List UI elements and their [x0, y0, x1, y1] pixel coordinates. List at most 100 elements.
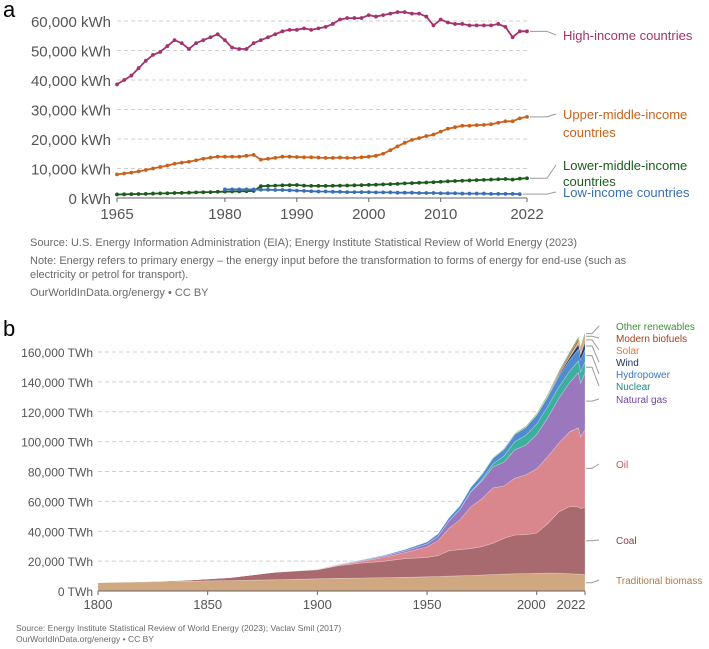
chart-a-series-high-income-countries-point	[424, 14, 429, 19]
chart-a-series-lower-middle-income-countries-point	[323, 184, 328, 188]
chart-a-series-upper-middle-income-countries-point	[402, 140, 407, 145]
chart-a-series-low-income-countries-point	[287, 188, 292, 193]
chart-a-series-upper-middle-income-countries-point	[237, 154, 242, 159]
chart-b-label-traditional-biomass: Traditional biomass	[616, 576, 702, 587]
chart-a-series-high-income-countries-point	[129, 73, 134, 78]
chart-a-series-high-income-countries-point	[496, 22, 501, 26]
chart-a-series-lower-middle-income-countries-point	[481, 177, 486, 182]
chart-a-series-lower-middle-income-countries-point	[143, 191, 148, 196]
chart-a-series-low-income-countries-point	[510, 191, 515, 196]
chart-a-series-upper-middle-income-countries-point	[222, 154, 227, 159]
chart-a-series-lower-middle-income-countries-point	[395, 181, 400, 186]
chart-b-label-coal-leader	[586, 539, 600, 542]
chart-a-series-upper-middle-income-countries-point	[215, 154, 220, 159]
chart-a-series-upper-middle-income-countries-point	[445, 126, 450, 131]
chart-a-series-lower-middle-income-countries-point	[489, 177, 493, 182]
chart-a-label-upper-middle-income-countries: Upper-middle-income	[563, 107, 687, 122]
chart-b-x-tick-label: 2022	[557, 597, 586, 612]
chart-a-series-high-income-countries-point	[417, 11, 422, 16]
chart-a-series-low-income-countries-point	[237, 187, 242, 192]
chart-a-series-upper-middle-income-countries-point	[460, 123, 465, 128]
chart-a-series-upper-middle-income-countries-point	[244, 153, 249, 158]
chart-a-label-low-income-countries: Low-income countries	[563, 185, 690, 200]
chart-a-series-lower-middle-income-countries-point	[280, 183, 285, 188]
chart-a-series-upper-middle-income-countries-point	[438, 129, 443, 134]
chart-a-series-upper-middle-income-countries-point	[251, 153, 256, 157]
chart-a-series-high-income-countries-point	[222, 38, 227, 43]
chart-b-y-tick-label: 100,000 TWh	[21, 436, 93, 450]
chart-a-x-tick-label: 1990	[280, 206, 313, 223]
chart-a-series-low-income-countries-point	[280, 188, 285, 192]
chart-a-x-tick-label: 1965	[100, 206, 133, 223]
chart-a-series-upper-middle-income-countries-point	[503, 119, 508, 124]
chart-a-series-high-income-countries-point	[302, 26, 306, 31]
chart-a-series-lower-middle-income-countries-point	[122, 192, 127, 197]
chart-a-series-high-income-countries-point	[179, 41, 184, 46]
chart-a-label-lower-middle-income-countries: Lower-middle-income	[563, 158, 687, 173]
chart-a-series-high-income-countries-point	[273, 32, 278, 37]
chart-a-label-lower-middle-income-countries-leader	[530, 164, 557, 179]
chart-a-energy-per-capita-by-income: 0 kWh 10,000 kWh 20,000 kWh 30,000 kWh 40,00…	[31, 10, 693, 223]
chart-a-series-upper-middle-income-countries-point	[395, 144, 400, 149]
chart-a-series-upper-middle-income-countries-point	[359, 155, 364, 160]
chart-a-series-low-income-countries-point	[467, 191, 472, 196]
chart-a-series-upper-middle-income-countries-point	[410, 137, 414, 142]
chart-b-x-tick-label: 1950	[413, 597, 442, 612]
chart-a-series-high-income-countries-point	[338, 17, 342, 22]
chart-a-x-tick-label: 2010	[424, 206, 457, 223]
chart-a-series-lower-middle-income-countries-point	[381, 182, 386, 187]
chart-a-series-upper-middle-income-countries-point	[280, 154, 285, 159]
chart-a-series-high-income-countries-point	[345, 16, 350, 20]
chart-a-label-high-income-countries: High-income countries	[563, 28, 693, 43]
chart-a-series-lower-middle-income-countries-point	[258, 184, 263, 189]
chart-b-x-tick-label: 1850	[193, 597, 222, 612]
chart-a-series-lower-middle-income-countries-point	[453, 179, 457, 183]
chart-a-series-high-income-countries-point	[489, 23, 493, 28]
chart-b-area-solar	[97, 337, 586, 583]
chart-b-credit-line: OurWorldInData.org/energy • CC BY	[16, 634, 154, 644]
chart-b-y-tick-label: 80,000 TWh	[28, 466, 93, 480]
chart-b-y-tick-label: 0 TWh	[58, 585, 93, 599]
chart-a-series-upper-middle-income-countries-point	[467, 123, 472, 128]
chart-a-series-low-income-countries-point	[258, 187, 263, 192]
chart-b-global-primary-energy-by-source: 0 TWh 20,000 TWh 40,000 TWh 60,000 TWh 80,00…	[21, 322, 702, 612]
chart-a-series-low-income-countries-point	[366, 190, 371, 195]
chart-a-series-low-income-countries-point	[316, 189, 321, 194]
chart-a-series-lower-middle-income-countries-point	[467, 178, 472, 183]
chart-a-series-upper-middle-income-countries-point	[496, 120, 501, 125]
chart-b-label-wind: Wind	[616, 358, 639, 369]
chart-a-note-line-2: electricity or petrol for transport).	[30, 269, 188, 281]
chart-a-series-low-income-countries-point	[417, 191, 422, 195]
chart-a-y-tick-label: 30,000 kWh	[31, 103, 111, 120]
chart-a-series-lower-middle-income-countries-point	[338, 183, 342, 188]
chart-a-series-high-income-countries-point	[453, 22, 457, 26]
chart-a-series-upper-middle-income-countries-point	[273, 155, 278, 160]
chart-a-series-lower-middle-income-countries-point	[287, 183, 292, 188]
chart-a-series-high-income-countries-point	[352, 16, 357, 20]
chart-b-y-tick-label: 160,000 TWh	[21, 346, 93, 360]
chart-a-series-upper-middle-income-countries-line	[116, 116, 528, 176]
chart-b-area-wind	[97, 342, 586, 583]
chart-a-label-lower-middle-income-countries: countries	[563, 174, 616, 189]
chart-a-series-lower-middle-income-countries-point	[510, 177, 515, 182]
chart-b-label-solar: Solar	[616, 346, 640, 357]
chart-a-source-notes: Source: U.S. Energy Information Administ…	[30, 237, 627, 299]
chart-a-series-upper-middle-income-countries-point	[302, 155, 306, 160]
chart-a-series-lower-middle-income-countries-point	[417, 180, 422, 185]
chart-a-series-high-income-countries-point	[244, 47, 249, 51]
chart-a-series-lower-middle-income-countries-point	[273, 183, 278, 188]
chart-a-series-upper-middle-income-countries-point	[388, 148, 393, 153]
chart-a-series-high-income-countries-point	[460, 22, 465, 26]
chart-a-series-high-income-countries-point	[431, 23, 436, 28]
chart-a-series-high-income-countries-point	[187, 47, 191, 51]
chart-b-x-tick-label: 1800	[84, 597, 113, 612]
chart-b-source-line: Source: Energy Institute Statistical Rev…	[16, 623, 341, 633]
chart-a-series-upper-middle-income-countries-point	[266, 156, 270, 161]
chart-a-series-high-income-countries-point	[510, 35, 515, 40]
chart-a-series-high-income-countries-point	[359, 16, 364, 20]
chart-a-series-high-income-countries-point	[517, 29, 522, 34]
chart-a-series-high-income-countries-point	[402, 10, 407, 15]
chart-a-series-lower-middle-income-countries-point	[366, 182, 371, 187]
chart-a-series-low-income-countries-point	[453, 191, 457, 196]
chart-a-series-upper-middle-income-countries-point	[525, 114, 529, 119]
